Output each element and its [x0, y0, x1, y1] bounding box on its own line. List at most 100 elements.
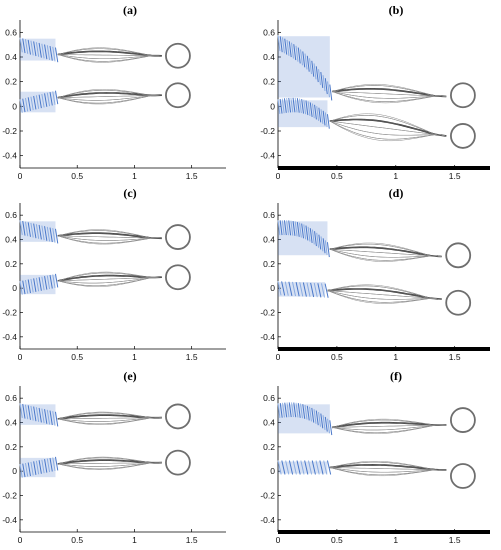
body-segment: [327, 418, 331, 434]
filament-snapshot: [329, 464, 447, 471]
filament-snapshot: [57, 92, 162, 98]
body-segment: [22, 403, 26, 419]
filament-snapshot: [57, 459, 162, 465]
filament-snapshot: [57, 232, 162, 239]
body-segment: [318, 411, 321, 427]
y-tick-label: 0.2: [5, 442, 17, 452]
swimmer-2: [277, 281, 472, 316]
body-segment: [279, 220, 283, 236]
filament-snapshot: [57, 48, 162, 57]
y-tick-label: 0.2: [5, 259, 17, 269]
x-tick-label: 1.5: [186, 535, 198, 545]
tail-circle: [165, 264, 191, 291]
body-segment: [297, 47, 301, 64]
y-tick-label: 0.2: [263, 442, 275, 452]
body-segment: [324, 112, 328, 128]
body-segment: [44, 409, 48, 424]
x-tick-label: 1: [132, 171, 137, 181]
swimmer-body: [278, 461, 328, 474]
panel-title: (f): [390, 369, 402, 383]
body-segment: [35, 460, 40, 475]
swimmer-1: [19, 220, 191, 250]
y-tick-label: 0: [270, 101, 275, 111]
body-segment: [27, 405, 31, 420]
body-segment: [30, 461, 34, 476]
filament-snapshot: [329, 120, 447, 142]
filament-snapshot: [57, 462, 162, 470]
body-segment: [22, 280, 26, 295]
body-segment: [323, 460, 328, 475]
tail-circle: [165, 42, 191, 69]
filament-snapshot: [57, 272, 162, 282]
filament-snapshot: [332, 85, 447, 97]
filament-snapshot: [329, 467, 447, 471]
filament-snapshot: [57, 457, 162, 465]
y-tick-label: 0: [12, 101, 17, 111]
x-tick-label: 0: [276, 171, 281, 181]
filament-snapshot: [329, 461, 447, 471]
body-segment: [46, 45, 51, 60]
y-tick-label: 0.2: [263, 77, 275, 87]
body-segment: [311, 60, 315, 77]
body-segment: [313, 282, 318, 298]
body-segment: [320, 72, 324, 89]
body-segment: [329, 84, 333, 101]
x-tick-label: 0.5: [331, 171, 343, 181]
filament-snapshot: [327, 290, 442, 304]
body-segment: [19, 464, 23, 478]
y-tick-label: 0.4: [5, 235, 17, 245]
y-tick-label: -0.2: [260, 126, 275, 136]
filament-snapshot: [332, 91, 447, 99]
filament-snapshot: [57, 54, 162, 62]
body-segment: [38, 460, 42, 474]
body-segment: [54, 228, 59, 244]
body-segment: [38, 277, 42, 291]
body-segment: [288, 460, 294, 475]
filament-snapshot: [332, 88, 447, 98]
body-segment: [22, 463, 26, 478]
body-segment: [33, 41, 37, 57]
body-segment: [30, 278, 34, 293]
panel-c: (c)0.60.40.20-0.2-0.40 0.5 1 1.5: [2, 186, 226, 362]
body-segment: [301, 223, 305, 239]
body-segment: [281, 281, 286, 296]
x-tick-label: 1.5: [449, 352, 461, 362]
body-segment: [33, 95, 37, 110]
y-tick-label: 0.4: [5, 418, 17, 428]
body-segment: [22, 220, 26, 236]
filament-snapshot: [332, 422, 447, 428]
x-tick-label: 0.5: [331, 352, 343, 362]
y-tick-label: 0.2: [5, 77, 17, 87]
body-segment: [41, 93, 45, 108]
body-segment: [311, 460, 316, 475]
filament-snapshot: [332, 424, 447, 431]
filament-snapshot: [332, 424, 447, 434]
y-tick-label: 0: [12, 283, 17, 293]
body-segment: [320, 283, 326, 298]
x-tick-label: 1: [132, 535, 137, 545]
body-segment: [311, 407, 315, 423]
swimmer-body: [278, 36, 330, 98]
x-tick-label: 0.5: [331, 535, 343, 545]
y-tick-label: -0.2: [2, 491, 17, 501]
body-segment: [33, 406, 37, 422]
tail-circle: [450, 82, 476, 109]
body-segment: [318, 69, 321, 86]
body-segment: [296, 98, 300, 113]
body-segment: [49, 274, 53, 289]
filament-snapshot: [329, 113, 447, 137]
body-segment: [288, 402, 292, 418]
body-segment: [46, 226, 51, 242]
filament-snapshot: [332, 419, 447, 428]
body-segment: [322, 415, 326, 430]
body-segment: [24, 279, 29, 294]
body-segment: [302, 51, 306, 68]
body-segment: [277, 460, 282, 475]
body-segment: [286, 39, 290, 56]
body-segment: [292, 281, 297, 297]
body-segment: [49, 91, 53, 106]
body-segment: [285, 460, 290, 475]
body-segment: [283, 220, 287, 236]
y-tick-label: 0.4: [263, 52, 275, 62]
